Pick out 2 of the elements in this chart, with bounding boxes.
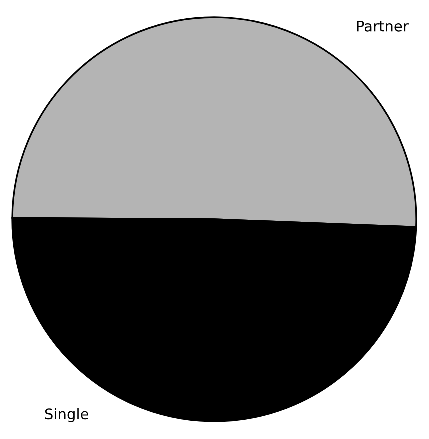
slice-label: Partner bbox=[357, 20, 409, 32]
slice-label: Single bbox=[45, 408, 88, 422]
